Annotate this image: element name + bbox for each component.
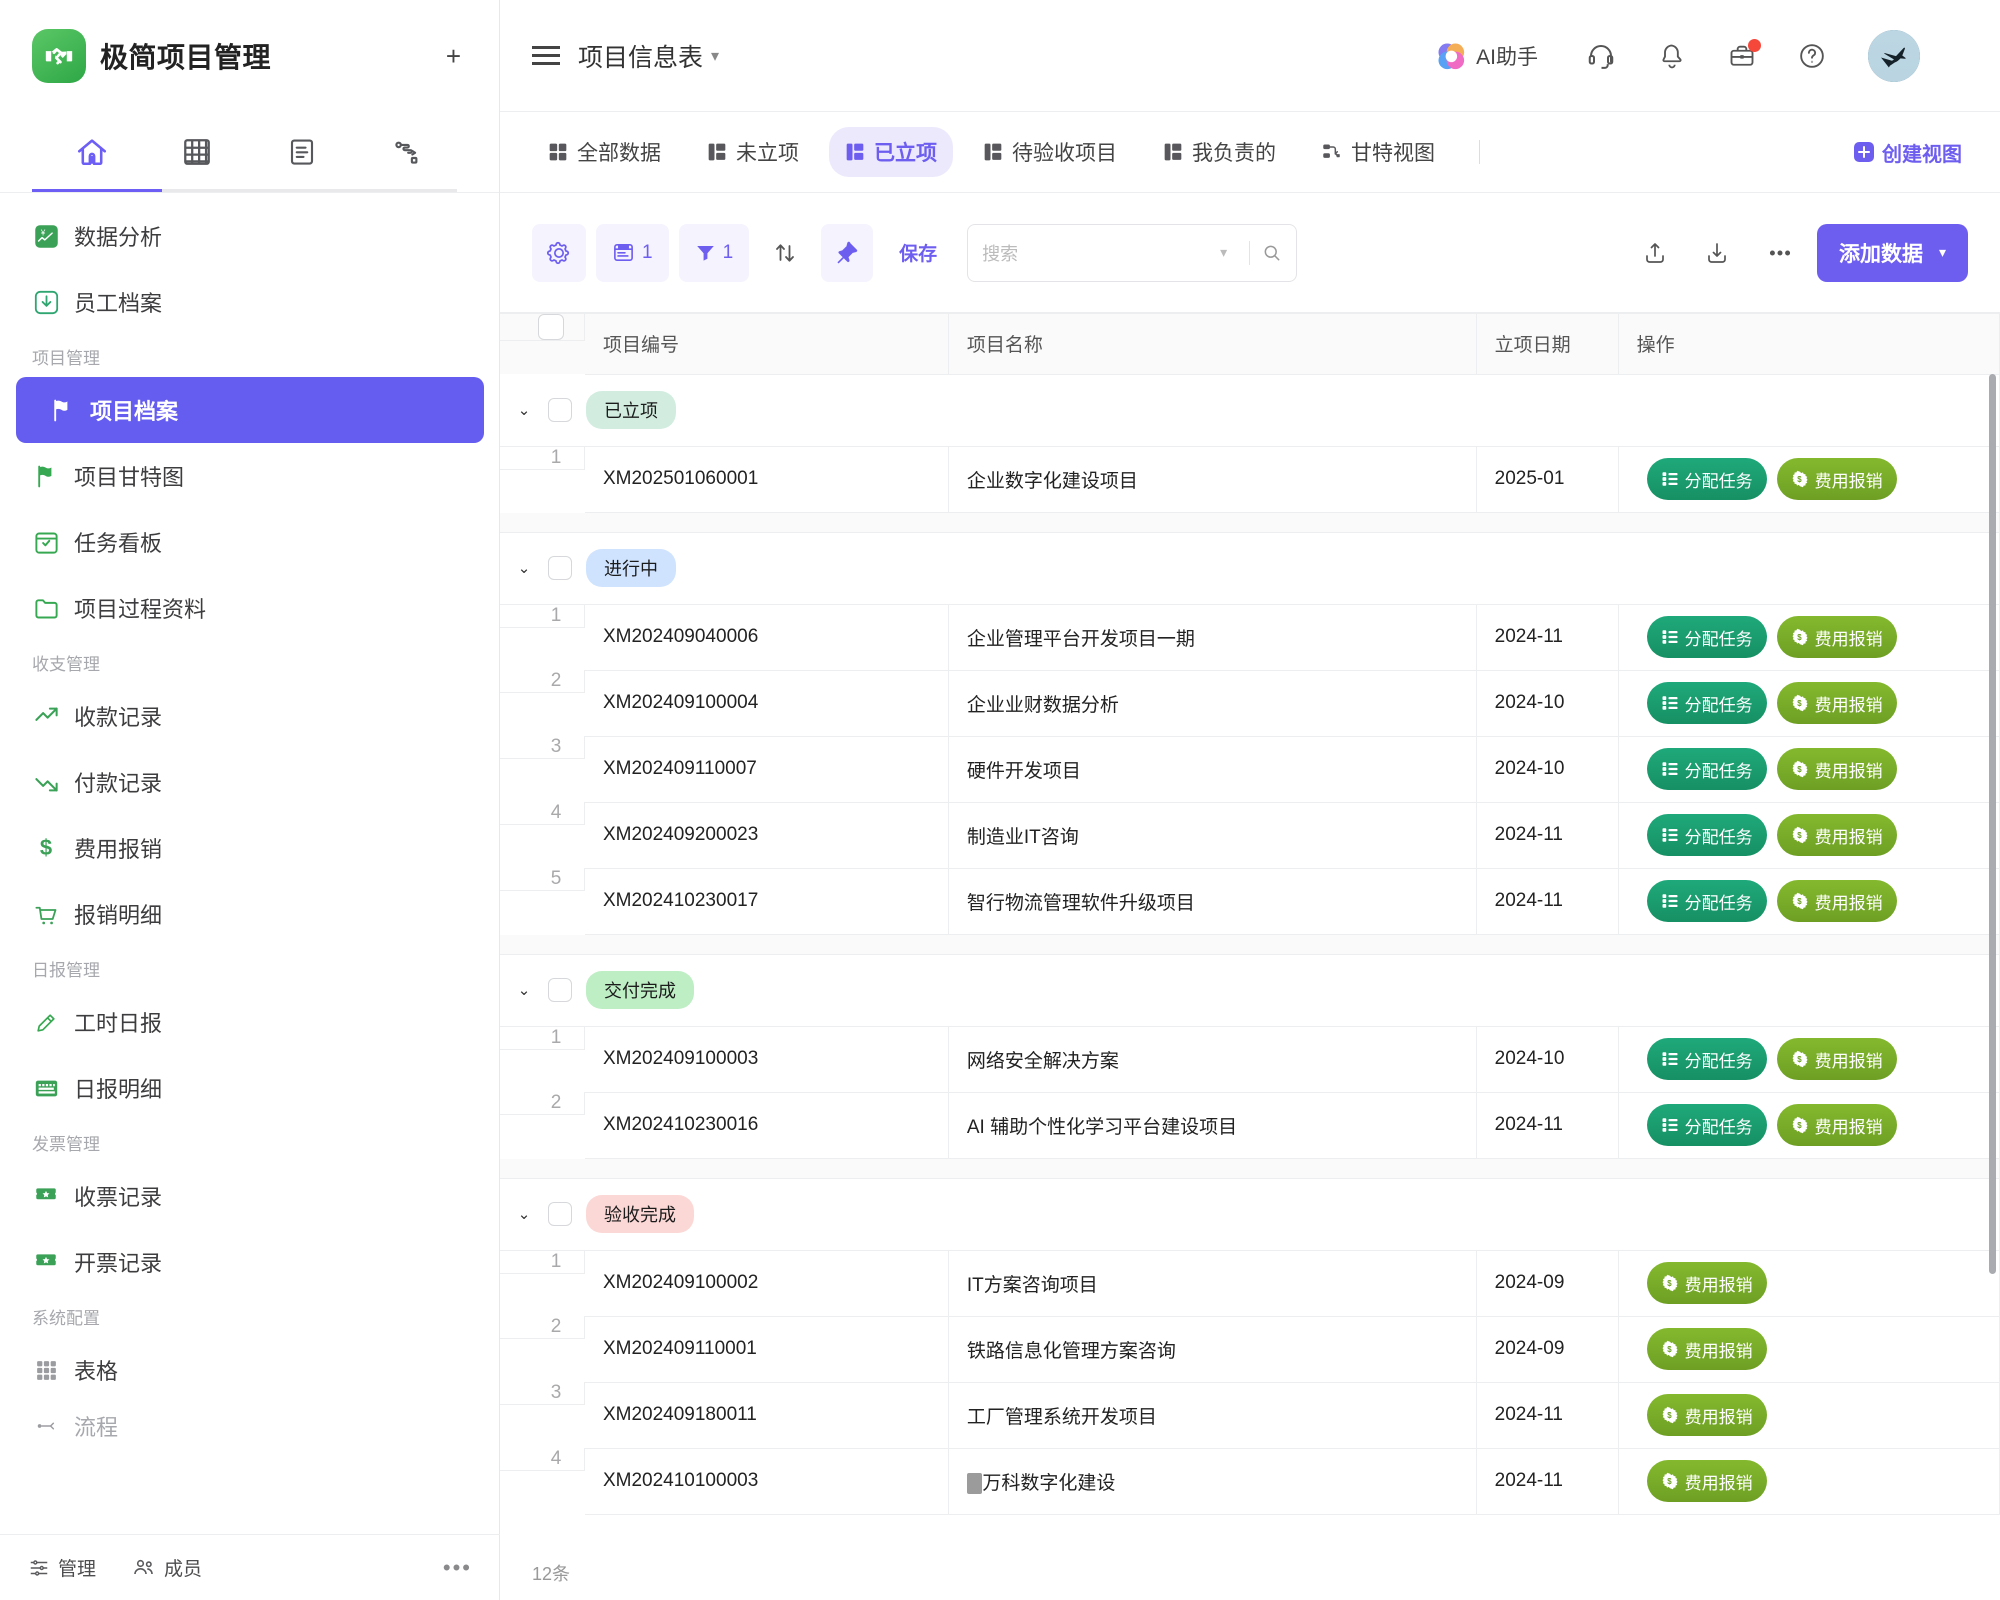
svg-text:$: $ (1797, 1121, 1802, 1130)
svg-text:$: $ (1797, 1055, 1802, 1064)
svg-text:¥: ¥ (40, 228, 45, 237)
svg-text:$: $ (1667, 1411, 1672, 1420)
svg-text:$: $ (1667, 1345, 1672, 1354)
svg-text:$: $ (1797, 897, 1802, 906)
svg-text:$: $ (1797, 633, 1802, 642)
svg-text:$: $ (1667, 1279, 1672, 1288)
svg-text:$: $ (1797, 831, 1802, 840)
svg-text:$: $ (1797, 699, 1802, 708)
svg-text:$: $ (1667, 1477, 1672, 1486)
svg-text:$: $ (1797, 475, 1802, 484)
svg-text:$: $ (1797, 765, 1802, 774)
